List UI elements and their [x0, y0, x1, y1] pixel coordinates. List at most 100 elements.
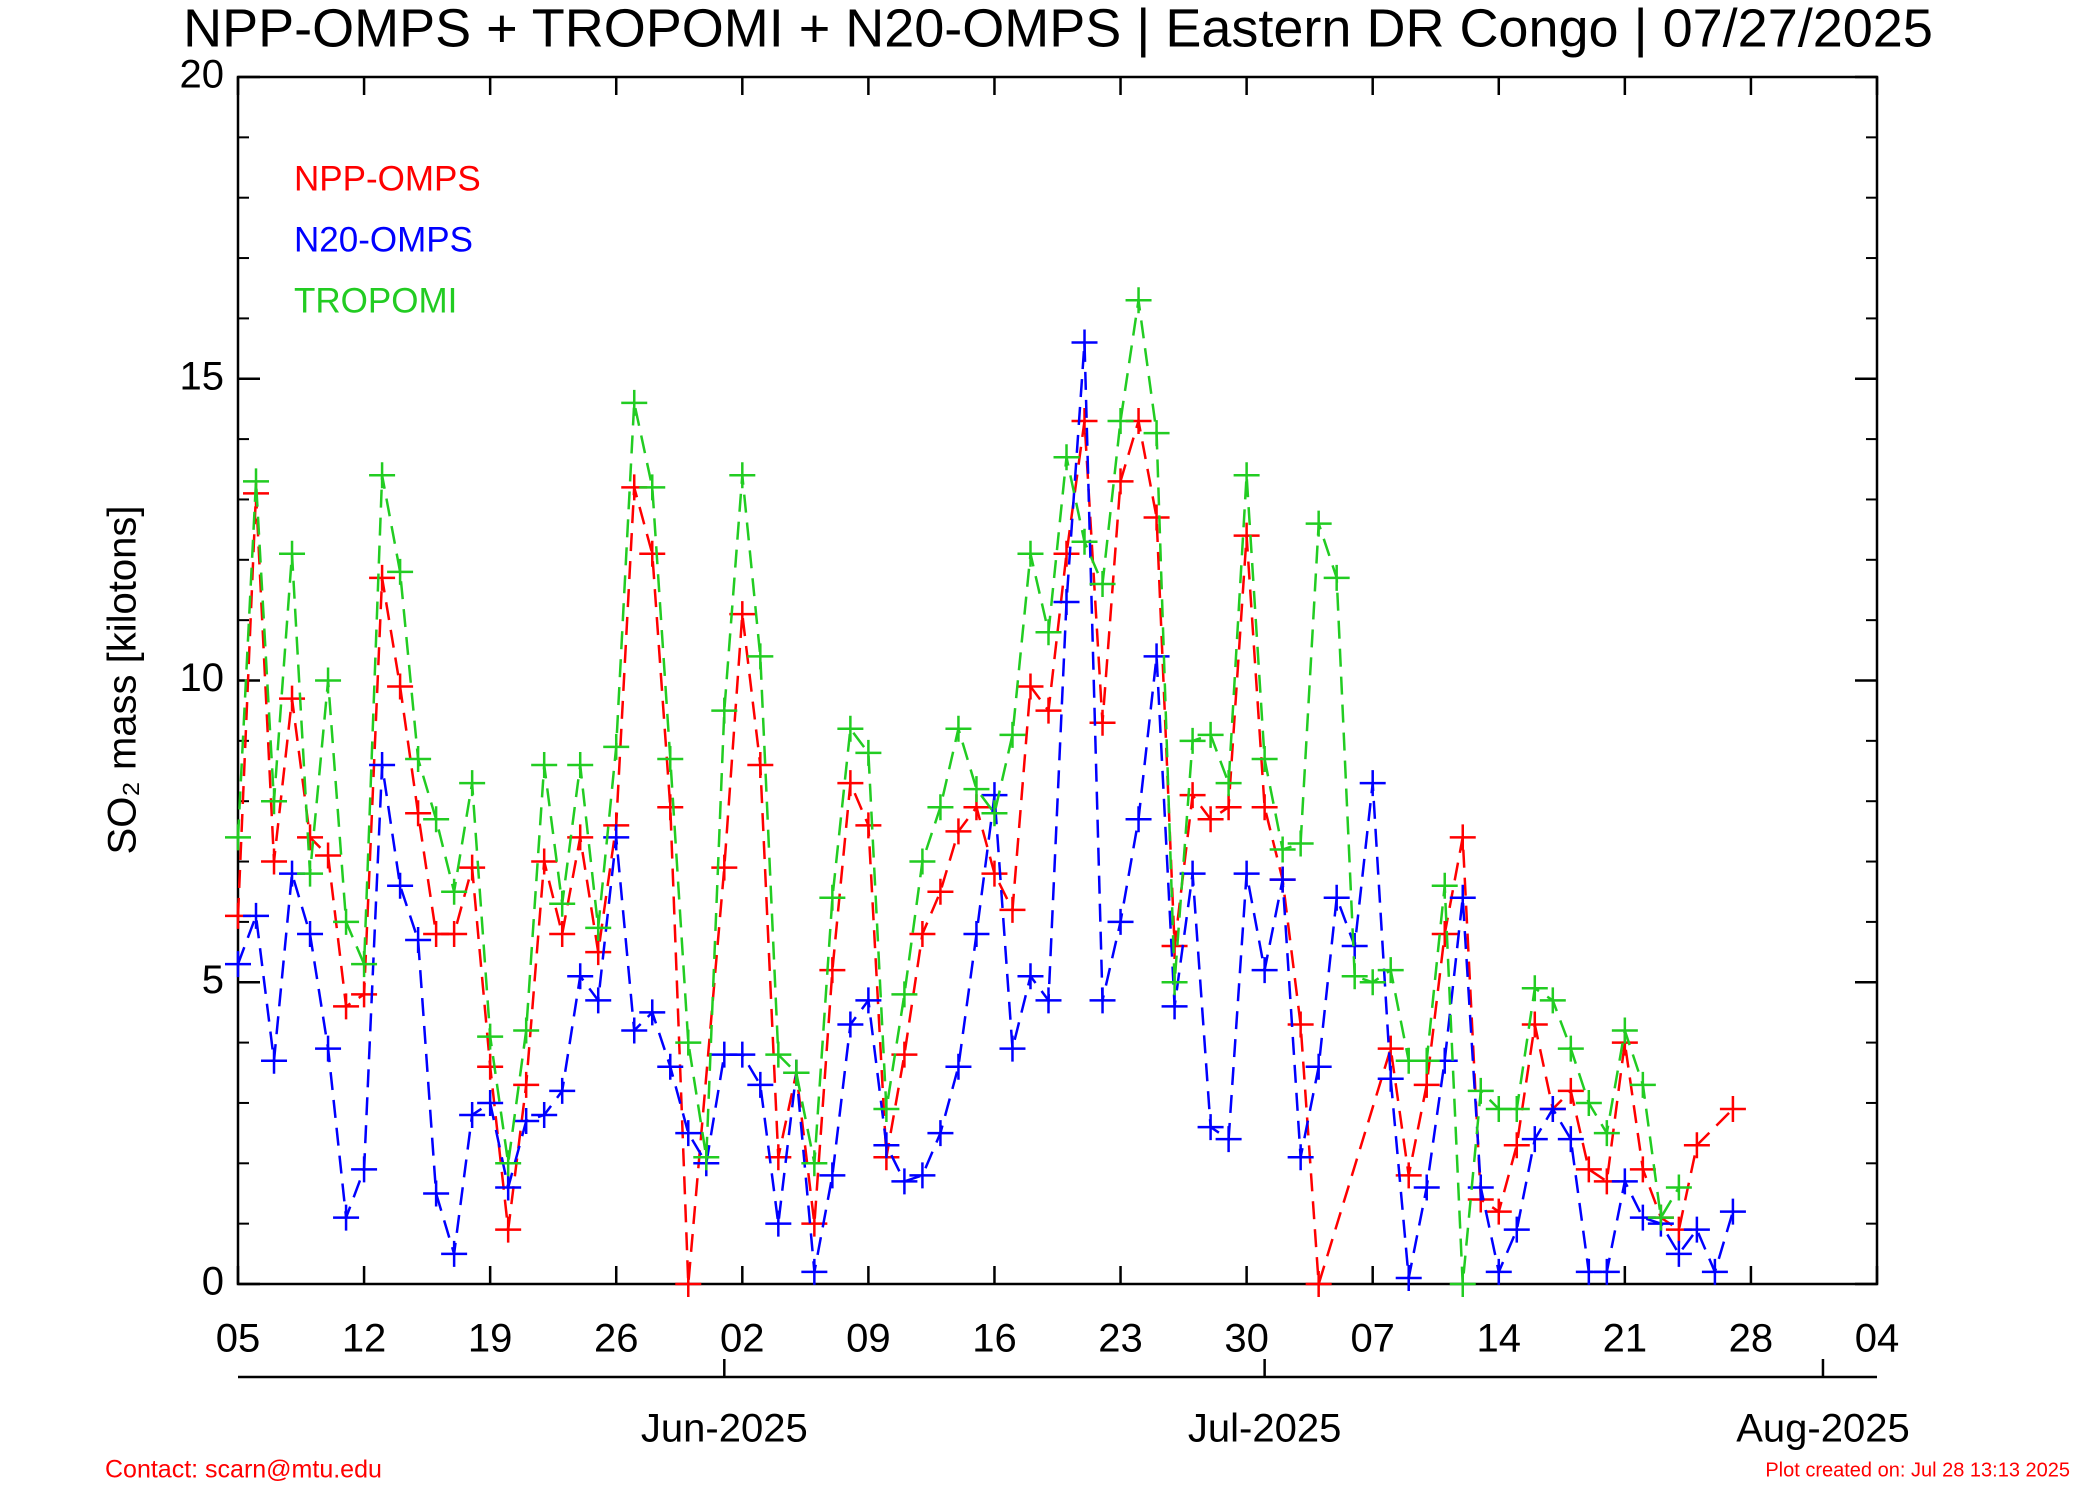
data-point — [1197, 1114, 1224, 1141]
data-point — [1323, 564, 1350, 591]
data-point — [405, 927, 432, 954]
data-point — [423, 1180, 450, 1207]
data-point — [261, 1047, 288, 1074]
data-point — [513, 1071, 540, 1098]
data-point — [459, 854, 486, 881]
data-point — [315, 842, 342, 869]
data-point — [405, 800, 432, 827]
data-point — [477, 1023, 504, 1050]
data-point — [441, 878, 468, 905]
data-point — [621, 389, 648, 416]
data-point — [225, 951, 251, 978]
data-point — [639, 999, 666, 1026]
data-point — [819, 957, 846, 984]
data-point — [1053, 444, 1080, 471]
legend-entry: N20-OMPS — [294, 220, 473, 259]
data-point — [945, 1053, 972, 1080]
data-point — [1413, 1174, 1440, 1201]
data-point — [1503, 1095, 1530, 1122]
data-point — [1629, 1071, 1656, 1098]
x-tick-label: 05 — [216, 1317, 261, 1361]
data-point — [675, 1120, 702, 1147]
data-point — [351, 981, 378, 1008]
data-point — [1251, 794, 1278, 821]
data-point — [549, 1077, 576, 1104]
data-point — [1467, 1077, 1494, 1104]
data-point — [423, 806, 450, 833]
data-point — [1305, 1271, 1332, 1297]
data-point — [927, 878, 954, 905]
data-point — [819, 884, 846, 911]
data-point — [837, 770, 864, 797]
data-point — [261, 788, 288, 815]
data-point — [999, 896, 1026, 923]
data-point — [315, 1035, 342, 1062]
data-point — [963, 920, 990, 947]
data-point — [549, 890, 576, 917]
data-point — [1449, 824, 1476, 851]
contact: Contact: scarn@mtu.edu — [105, 1456, 382, 1484]
data-point — [297, 824, 324, 851]
data-point — [1287, 1144, 1314, 1171]
data-point — [1449, 1271, 1476, 1297]
data-point — [1143, 643, 1170, 670]
data-point — [693, 1144, 720, 1171]
data-point — [1683, 1216, 1710, 1243]
data-point — [1017, 540, 1044, 567]
data-point — [585, 987, 612, 1014]
data-point — [747, 643, 774, 670]
data-point — [297, 920, 324, 947]
y-tick-label: 15 — [180, 354, 225, 398]
data-point — [1215, 1126, 1242, 1153]
data-point — [1539, 987, 1566, 1014]
data-point — [513, 1017, 540, 1044]
data-point — [1341, 933, 1368, 960]
data-point — [477, 1053, 504, 1080]
data-point — [1161, 969, 1188, 996]
data-point — [531, 1102, 558, 1129]
data-point — [1485, 1258, 1512, 1285]
data-point — [1557, 1035, 1584, 1062]
x-tick-label: 04 — [1855, 1317, 1900, 1361]
data-point — [855, 987, 882, 1014]
data-point — [1557, 1126, 1584, 1153]
data-point — [657, 794, 684, 821]
data-point — [1719, 1198, 1746, 1225]
data-point — [585, 939, 612, 966]
data-point — [981, 800, 1008, 827]
data-point — [459, 770, 486, 797]
data-point — [1683, 1132, 1710, 1159]
data-point — [1395, 1264, 1422, 1291]
data-point — [1053, 540, 1080, 567]
data-point — [1539, 1095, 1566, 1122]
data-point — [801, 1258, 828, 1285]
data-point — [981, 860, 1008, 887]
data-point — [1377, 957, 1404, 984]
data-point — [1431, 872, 1458, 899]
data-point — [1323, 884, 1350, 911]
data-point — [1269, 866, 1296, 893]
data-point — [1143, 504, 1170, 531]
data-point — [333, 993, 360, 1020]
data-point — [1035, 697, 1062, 724]
data-point — [1251, 745, 1278, 772]
data-point — [243, 902, 270, 929]
data-point — [1611, 1168, 1638, 1195]
data-point — [1629, 1156, 1656, 1183]
data-point — [765, 1210, 792, 1237]
data-point — [459, 1102, 486, 1129]
data-point — [1215, 794, 1242, 821]
data-point — [1521, 1126, 1548, 1153]
x-tick-label: 09 — [846, 1317, 891, 1361]
data-point — [261, 848, 288, 875]
data-point — [1161, 993, 1188, 1020]
data-point — [873, 1095, 900, 1122]
data-point — [549, 920, 576, 947]
data-point — [1665, 1174, 1692, 1201]
x-tick-label: 28 — [1729, 1317, 1774, 1361]
data-point — [1125, 806, 1152, 833]
data-point — [495, 1216, 522, 1243]
data-point — [1017, 673, 1044, 700]
data-point — [567, 963, 594, 990]
data-point — [1251, 957, 1278, 984]
